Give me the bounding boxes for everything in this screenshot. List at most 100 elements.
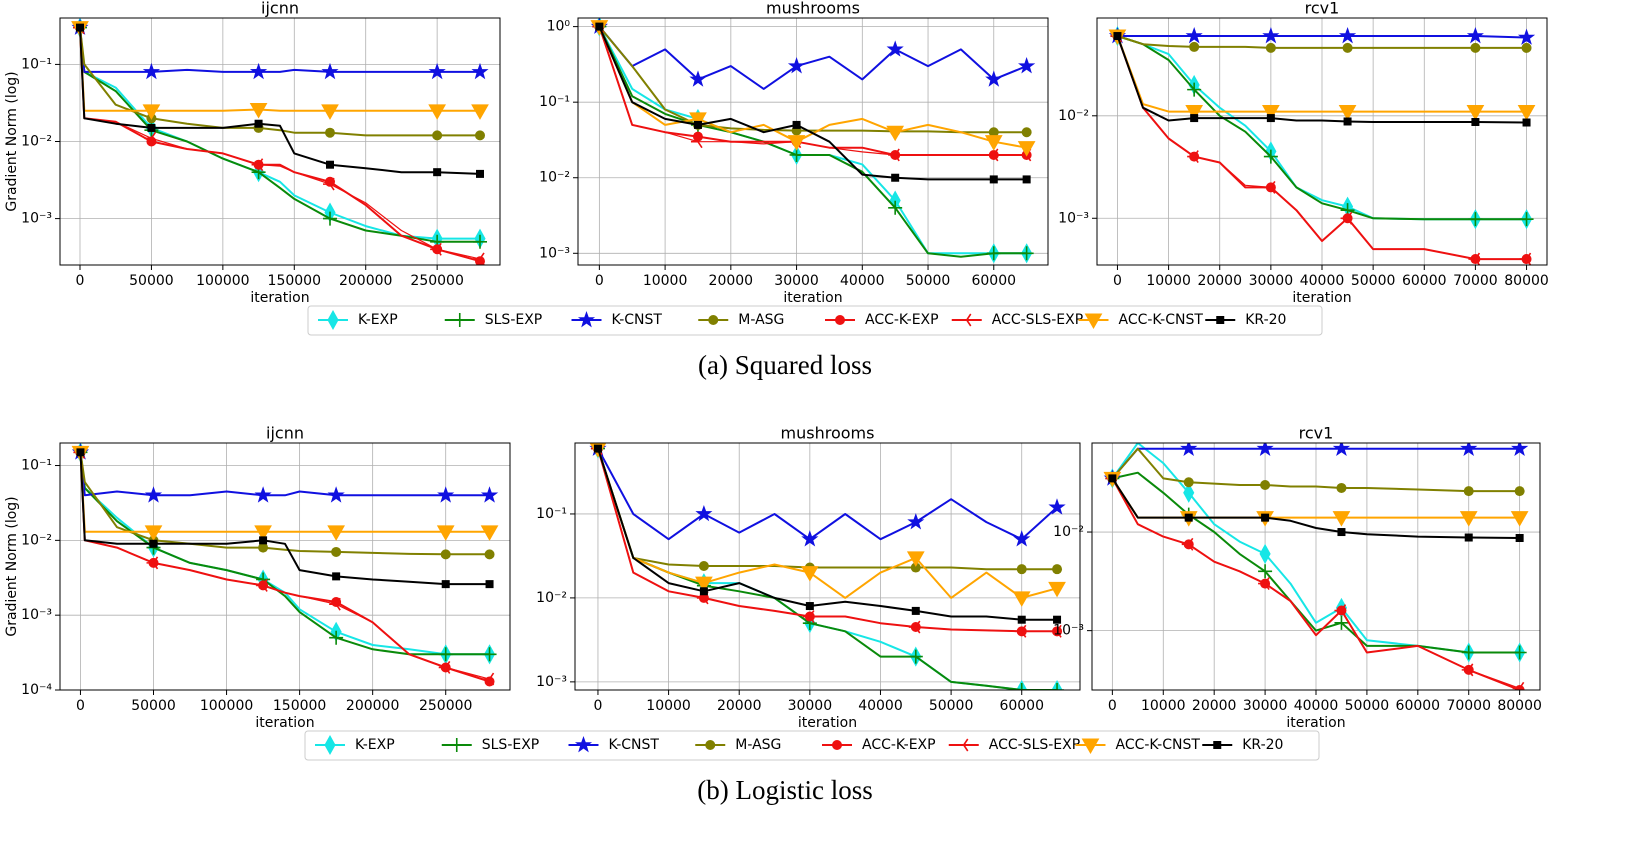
x-tick-label: 30000	[774, 273, 819, 289]
marker	[1461, 663, 1474, 677]
marker	[1266, 114, 1275, 123]
marker	[449, 738, 464, 752]
y-tick-label: 10⁻²	[539, 170, 570, 186]
marker	[1261, 105, 1280, 121]
legend-label: K-CNST	[612, 312, 663, 328]
legend-label: KR-20	[1242, 737, 1283, 753]
x-tick-label: 50000	[129, 273, 174, 289]
marker	[1261, 513, 1270, 522]
marker	[1512, 645, 1527, 660]
marker	[787, 57, 806, 74]
series-line	[79, 27, 480, 243]
marker	[1464, 533, 1473, 542]
marker	[984, 135, 1003, 151]
marker	[1519, 252, 1532, 265]
marker	[475, 130, 485, 141]
legend-label: K-EXP	[358, 312, 398, 328]
marker	[1021, 127, 1032, 138]
y-tick-label: 10⁻²	[1058, 108, 1089, 124]
marker	[1515, 534, 1524, 543]
marker	[144, 525, 163, 541]
marker	[452, 313, 467, 327]
marker	[985, 70, 1003, 87]
x-tick-label: 100000	[196, 273, 249, 289]
marker	[689, 70, 707, 87]
marker	[1053, 615, 1062, 624]
x-tick-label: 30000	[1249, 273, 1294, 289]
series-line	[598, 26, 1027, 181]
marker	[1466, 105, 1485, 121]
marker	[1342, 42, 1353, 53]
marker	[986, 246, 1001, 261]
marker	[1468, 252, 1481, 265]
x-tick-label: 10000	[646, 698, 691, 714]
marker	[959, 313, 972, 327]
marker	[1052, 564, 1063, 575]
series-line	[1117, 35, 1527, 221]
x-tick-label: 250000	[419, 698, 472, 714]
series-line	[598, 25, 1027, 134]
series-line	[1111, 447, 1520, 493]
plot-area	[590, 18, 1036, 264]
marker	[432, 130, 443, 141]
marker	[1113, 32, 1122, 41]
axes-frame	[59, 17, 501, 266]
x-tick-label: 100000	[200, 698, 253, 714]
marker	[1048, 498, 1066, 515]
chart-title: rcv1	[1305, 0, 1340, 18]
marker	[705, 740, 716, 750]
marker	[577, 310, 596, 328]
marker	[327, 486, 345, 503]
marker	[254, 486, 272, 503]
marker	[144, 131, 157, 145]
series-line	[597, 448, 1058, 599]
legend-label: SLS-EXP	[482, 737, 540, 753]
marker	[484, 549, 495, 560]
marker	[437, 486, 455, 503]
y-tick-label: 10⁻⁴	[21, 682, 52, 698]
marker	[802, 610, 815, 623]
marker	[986, 148, 999, 162]
marker	[907, 513, 925, 530]
marker	[708, 315, 719, 325]
series-line	[79, 452, 490, 586]
marker	[835, 315, 845, 325]
marker	[251, 158, 264, 172]
marker	[146, 556, 159, 570]
marker	[329, 597, 341, 611]
x-tick-label: 80000	[1497, 698, 1542, 714]
marker	[1519, 212, 1534, 227]
marker	[485, 580, 494, 589]
chart-title: mushrooms	[766, 0, 860, 18]
marker	[1463, 486, 1474, 497]
series-line	[598, 26, 1027, 258]
plot-area	[71, 443, 499, 687]
series-line	[79, 452, 490, 556]
marker	[1185, 105, 1204, 121]
legend-box	[307, 305, 1323, 336]
series-line	[79, 27, 481, 175]
marker	[1183, 482, 1195, 503]
axes-frame	[577, 17, 1049, 266]
x-tick-label: 40000	[1294, 698, 1339, 714]
marker	[433, 168, 442, 177]
x-tick-label: 0	[595, 273, 604, 289]
marker	[1014, 624, 1027, 638]
caption: (a) Squared loss	[698, 350, 872, 380]
series-line	[79, 27, 481, 263]
marker	[801, 530, 819, 547]
marker	[1189, 41, 1200, 52]
marker	[471, 104, 489, 120]
series-line	[1116, 35, 1527, 124]
series-line	[1111, 477, 1520, 539]
y-tick-label: 10⁻³	[21, 211, 52, 227]
y-tick-label: 10⁻³	[21, 607, 52, 623]
caption: (b) Logistic loss	[697, 775, 873, 805]
series-line	[1111, 447, 1520, 480]
marker	[440, 549, 451, 560]
marker	[1514, 486, 1525, 497]
marker	[1017, 141, 1036, 157]
x-axis-label: iteration	[255, 715, 314, 731]
marker	[471, 62, 489, 80]
marker	[1260, 479, 1271, 490]
